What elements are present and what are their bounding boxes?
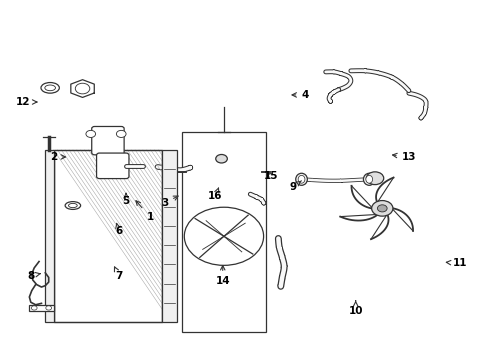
Circle shape [116, 130, 126, 138]
Text: 7: 7 [114, 267, 122, 281]
FancyBboxPatch shape [92, 126, 124, 155]
Ellipse shape [65, 202, 81, 210]
Text: 6: 6 [115, 223, 122, 237]
Bar [29, 305, 53, 311]
Bar [162, 150, 177, 322]
Bar [53, 150, 162, 322]
Text: 8: 8 [27, 271, 40, 281]
Text: 2: 2 [50, 152, 65, 162]
Text: 16: 16 [208, 188, 223, 201]
Text: 15: 15 [264, 171, 278, 181]
Text: 10: 10 [348, 301, 362, 316]
Text: 14: 14 [215, 266, 229, 286]
Circle shape [86, 130, 95, 138]
Ellipse shape [295, 173, 307, 185]
Circle shape [46, 306, 52, 310]
Ellipse shape [68, 203, 77, 208]
Circle shape [377, 205, 386, 212]
Ellipse shape [365, 175, 372, 183]
FancyBboxPatch shape [96, 153, 129, 179]
Text: 3: 3 [161, 196, 178, 208]
Ellipse shape [41, 82, 59, 93]
Text: 9: 9 [289, 181, 301, 192]
Ellipse shape [363, 173, 374, 185]
Bar [181, 132, 265, 332]
Text: 4: 4 [291, 90, 308, 100]
Text: 1: 1 [136, 201, 154, 222]
Ellipse shape [45, 85, 55, 91]
Polygon shape [71, 80, 94, 98]
Bar [45, 150, 53, 322]
Ellipse shape [298, 175, 305, 183]
Bar [53, 150, 162, 322]
Text: 12: 12 [16, 97, 37, 107]
Text: 5: 5 [122, 193, 129, 206]
Text: 13: 13 [392, 152, 415, 162]
Circle shape [215, 154, 227, 163]
Circle shape [75, 83, 90, 94]
Circle shape [366, 172, 383, 185]
Circle shape [371, 201, 392, 216]
Text: 11: 11 [446, 258, 466, 268]
Circle shape [31, 306, 37, 310]
Circle shape [184, 207, 263, 265]
